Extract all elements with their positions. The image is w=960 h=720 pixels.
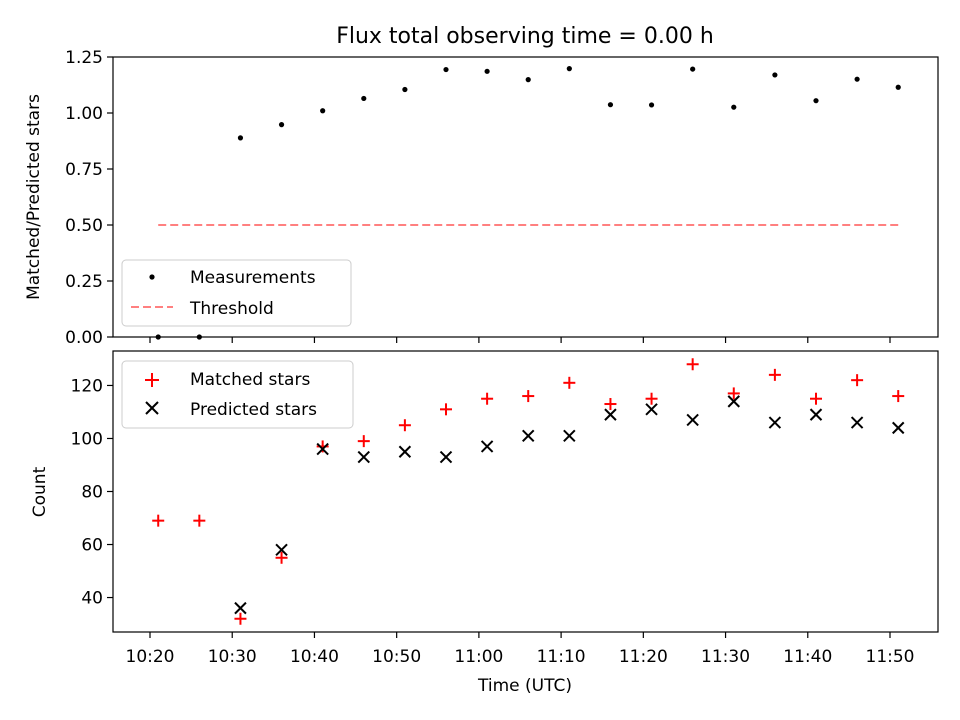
top-legend: Measurements Threshold <box>121 259 352 327</box>
x-tick-label: 10:20 <box>126 647 175 667</box>
x-tick-label: 10:50 <box>372 647 421 667</box>
bottom-y-tick-label: 40 <box>81 589 103 609</box>
x-tick-label: 11:30 <box>701 647 750 667</box>
measurement-point <box>237 135 244 141</box>
bottom-y-tick-label: 80 <box>81 483 103 503</box>
top-y-tick-label: 0.75 <box>65 160 103 180</box>
measurement-point <box>566 66 572 72</box>
predicted-star-point <box>522 429 535 443</box>
top-plot-frame <box>112 56 939 338</box>
measurement-point <box>772 72 778 78</box>
measurement-point <box>690 66 696 72</box>
bottom-y-tick-label: 100 <box>71 429 103 449</box>
legend-measurements-label: Measurements <box>190 268 316 288</box>
predicted-star-point <box>645 403 658 416</box>
predicted-star-point <box>234 601 247 615</box>
top-y-tick-label: 1.00 <box>65 104 103 124</box>
measurement-point <box>484 68 490 74</box>
top-y-tick-label: 0.00 <box>65 328 103 348</box>
x-tick-label: 11:50 <box>866 647 915 667</box>
predicted-star-point <box>480 440 494 453</box>
measurement-point <box>525 77 531 83</box>
predicted-star-point <box>768 416 782 429</box>
x-tick-label: 10:40 <box>290 647 339 667</box>
matched-star-point <box>686 358 699 371</box>
bottom-y-axis-label: Count <box>30 466 50 517</box>
bottom-legend: Matched stars Predicted stars <box>121 360 354 429</box>
measurement-point <box>895 84 901 90</box>
predicted-star-point <box>727 395 740 408</box>
predicted-star-point <box>686 413 699 427</box>
measurement-point <box>607 102 614 108</box>
legend-predicted-label: Predicted stars <box>190 400 317 420</box>
top-y-axis-label: Matched/Predicted stars <box>24 94 44 300</box>
matched-star-point <box>234 612 247 625</box>
predicted-star-point <box>892 421 905 435</box>
predicted-star-point <box>604 408 617 421</box>
matched-star-point <box>357 435 370 448</box>
bottom-plot-frame <box>112 350 939 633</box>
matched-star-point <box>604 398 617 411</box>
x-tick-label: 11:00 <box>454 647 503 667</box>
predicted-star-point <box>357 450 370 464</box>
predicted-star-point <box>275 543 288 557</box>
legend-predicted-marker <box>145 401 159 415</box>
x-tick-label: 11:40 <box>783 647 832 667</box>
measurement-point <box>320 108 326 114</box>
matched-star-point <box>563 376 576 389</box>
predicted-star-point <box>439 450 453 464</box>
matched-star-point <box>522 390 535 403</box>
top-y-tick-label: 0.50 <box>65 216 103 236</box>
legend-matched-label: Matched stars <box>190 370 310 390</box>
predicted-star-point <box>398 445 412 458</box>
predicted-star-point <box>850 416 864 429</box>
matched-star-point <box>810 392 822 405</box>
predicted-star-point <box>563 429 576 443</box>
measurement-point <box>648 102 655 108</box>
measurement-point <box>402 86 408 93</box>
measurement-point <box>278 122 285 128</box>
matched-star-point <box>727 387 740 400</box>
matched-star-point <box>851 374 864 387</box>
count-panel: Count Time (UTC) 40 60 80 100 120 10:20 10:30 1… <box>30 350 939 696</box>
measurement-point <box>854 76 860 82</box>
x-tick-label: 10:30 <box>208 647 257 667</box>
chart-title: Flux total observing time = 0.00 h <box>336 24 714 49</box>
matched-star-point <box>768 368 781 381</box>
x-tick-label: 11:20 <box>619 647 668 667</box>
legend-matched-marker <box>145 373 159 387</box>
matched-star-point <box>645 392 658 405</box>
predicted-star-point <box>809 408 823 421</box>
matched-star-point <box>275 551 288 564</box>
matched-star-point <box>193 514 206 527</box>
legend-measurements-marker <box>149 274 155 280</box>
measurement-point <box>731 104 737 110</box>
top-y-tick-label: 1.25 <box>65 48 103 68</box>
predicted-star-point <box>316 442 329 456</box>
measurement-point <box>813 98 819 104</box>
matched-star-point <box>152 514 165 527</box>
bottom-y-tick-label: 120 <box>71 376 103 396</box>
ratio-panel: Flux total observing time = 0.00 h Match… <box>24 24 939 348</box>
legend-threshold-label: Threshold <box>189 299 274 319</box>
matched-star-point <box>481 392 494 405</box>
matched-star-point <box>440 403 452 416</box>
x-tick-label: 11:10 <box>537 647 586 667</box>
measurement-point <box>361 95 367 102</box>
measurement-point <box>443 66 449 73</box>
matched-star-point <box>398 419 411 432</box>
bottom-y-tick-label: 60 <box>81 536 103 556</box>
x-axis-label: Time (UTC) <box>477 676 572 696</box>
top-y-tick-label: 0.25 <box>65 272 103 292</box>
matched-star-point <box>892 390 905 403</box>
